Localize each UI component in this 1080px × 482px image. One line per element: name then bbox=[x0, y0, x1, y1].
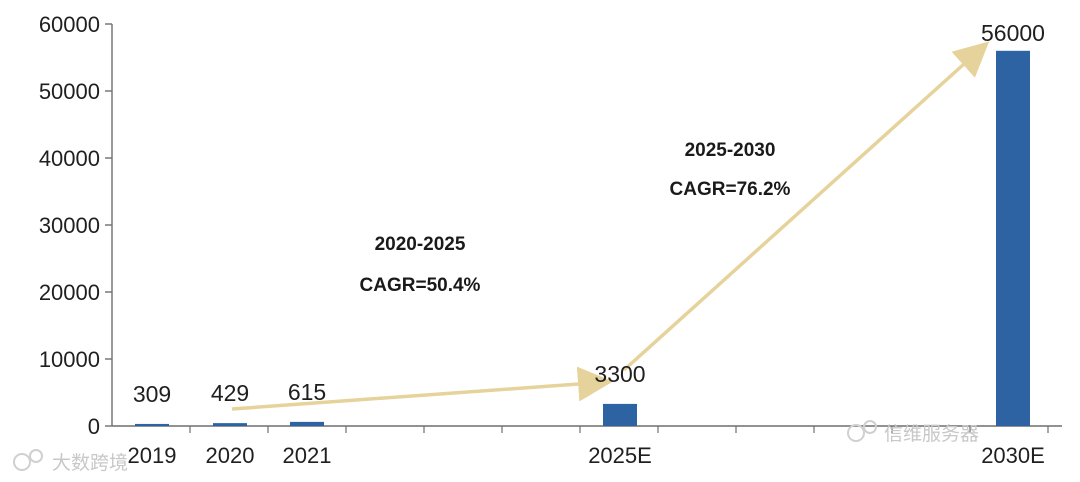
bar-2030E bbox=[996, 50, 1030, 427]
x-tick-label: 2021 bbox=[283, 443, 332, 468]
bar-2019 bbox=[135, 423, 169, 426]
watermark-right-text: 信维服务器 bbox=[884, 423, 979, 445]
y-tick-label: 10000 bbox=[39, 347, 100, 372]
x-axis: 2019 2020 2021 2025E 2030E bbox=[112, 425, 1062, 468]
y-axis: 0 10000 20000 30000 40000 50000 60000 bbox=[39, 12, 113, 439]
growth-arrows bbox=[231, 41, 990, 411]
data-label-2025E: 3300 bbox=[594, 361, 645, 387]
arrow-2020-2025 bbox=[231, 366, 613, 411]
x-tick-label: 2030E bbox=[981, 443, 1045, 468]
data-label-2019: 309 bbox=[133, 381, 171, 407]
bar-2021 bbox=[290, 421, 324, 426]
y-tick-label: 60000 bbox=[39, 12, 100, 37]
bar-2025E bbox=[603, 403, 637, 426]
arrow-2025-2030 bbox=[622, 41, 990, 372]
annotation-cagr: CAGR=76.2% bbox=[670, 179, 791, 200]
y-tick-label: 0 bbox=[88, 414, 100, 439]
bar-2020 bbox=[213, 423, 247, 426]
x-tick-label: 2020 bbox=[206, 443, 255, 468]
watermark-left: 大数跨境 bbox=[13, 449, 128, 474]
x-tick-label: 2025E bbox=[588, 443, 652, 468]
bars bbox=[135, 50, 1030, 427]
watermark-right: 信维服务器 bbox=[847, 420, 979, 445]
y-tick-label: 50000 bbox=[39, 79, 100, 104]
y-tick-label: 30000 bbox=[39, 213, 100, 238]
y-tick-label: 40000 bbox=[39, 146, 100, 171]
data-label-2030E: 56000 bbox=[981, 20, 1045, 46]
data-label-2020: 429 bbox=[211, 380, 249, 406]
annotation-period: 2020-2025 bbox=[375, 234, 466, 255]
data-labels: 309 429 615 3300 56000 bbox=[133, 20, 1045, 407]
x-tick-label: 2019 bbox=[128, 443, 177, 468]
watermark-left-text: 大数跨境 bbox=[52, 452, 128, 474]
annotation-period: 2025-2030 bbox=[685, 140, 776, 161]
cagr-annotations: 2020-2025 CAGR=50.4% 2025-2030 CAGR=76.2% bbox=[360, 140, 791, 296]
data-label-2021: 615 bbox=[288, 379, 326, 405]
y-tick-label: 20000 bbox=[39, 280, 100, 305]
annotation-cagr: CAGR=50.4% bbox=[360, 275, 481, 296]
